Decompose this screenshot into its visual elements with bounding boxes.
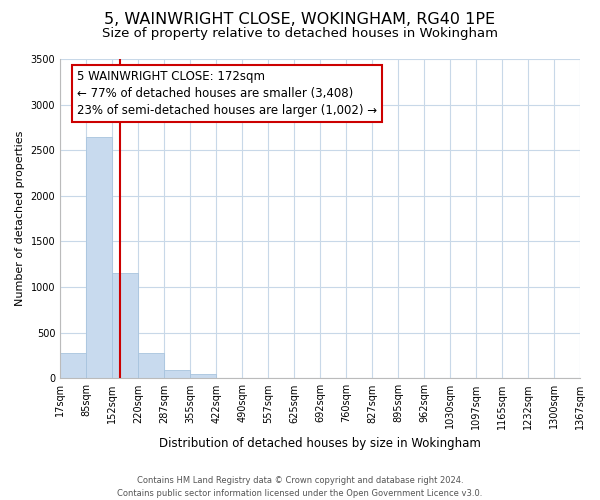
Bar xyxy=(86,136,112,378)
Text: Size of property relative to detached houses in Wokingham: Size of property relative to detached ho… xyxy=(102,28,498,40)
X-axis label: Distribution of detached houses by size in Wokingham: Distribution of detached houses by size … xyxy=(159,437,481,450)
Bar xyxy=(190,374,216,378)
Bar xyxy=(139,353,164,378)
Text: Contains HM Land Registry data © Crown copyright and database right 2024.
Contai: Contains HM Land Registry data © Crown c… xyxy=(118,476,482,498)
Text: 5, WAINWRIGHT CLOSE, WOKINGHAM, RG40 1PE: 5, WAINWRIGHT CLOSE, WOKINGHAM, RG40 1PE xyxy=(104,12,496,28)
Bar xyxy=(112,274,139,378)
Bar xyxy=(60,353,86,378)
Text: 5 WAINWRIGHT CLOSE: 172sqm
← 77% of detached houses are smaller (3,408)
23% of s: 5 WAINWRIGHT CLOSE: 172sqm ← 77% of deta… xyxy=(77,70,377,117)
Bar xyxy=(164,370,190,378)
Y-axis label: Number of detached properties: Number of detached properties xyxy=(15,131,25,306)
